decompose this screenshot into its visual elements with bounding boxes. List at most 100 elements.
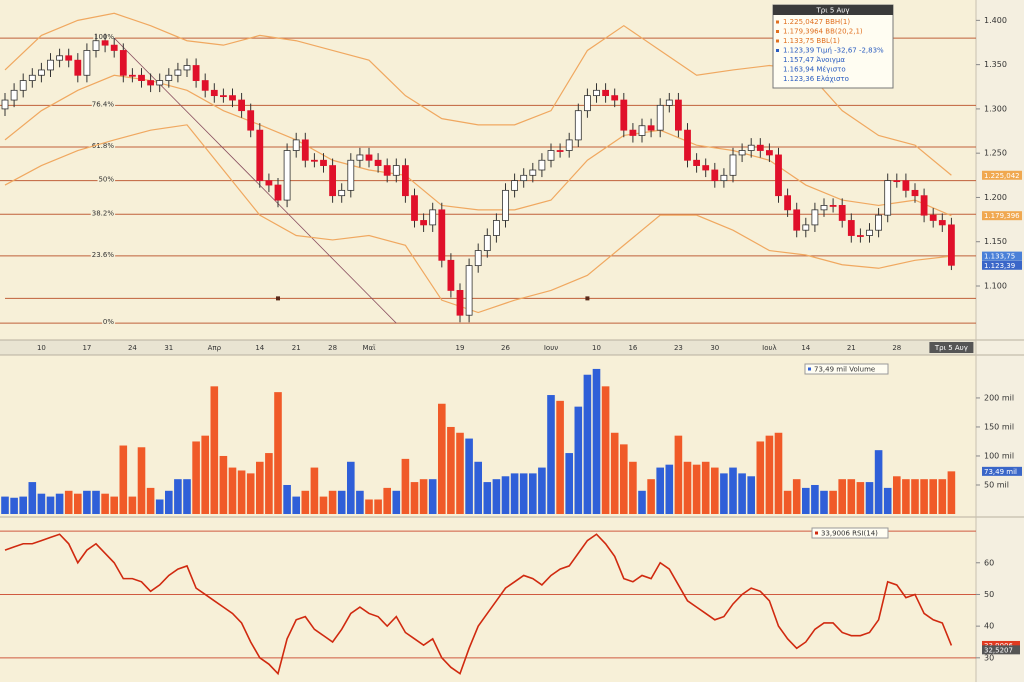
volume-bar [365,499,373,514]
candle-body [584,95,591,112]
candle-body [92,40,100,51]
legend-text: 73,49 mil Volume [814,366,875,374]
volume-bar [583,374,592,514]
candle-body [338,189,346,197]
candle-body [192,65,200,81]
y-tick-label: 1.350 [984,60,1007,69]
candle-body [492,220,500,236]
volume-bar [601,386,610,514]
x-tick-label: 28 [328,344,337,352]
candle-body [10,89,18,101]
x-tick-label: 23 [674,344,683,352]
candle-body [74,59,82,76]
volume-bar [920,479,928,514]
x-tick-label: 26 [501,344,510,352]
volume-bar [647,479,655,514]
volume-bar [456,432,464,514]
volume-bar [392,490,401,514]
candle-body [502,189,509,221]
candle-body [28,74,36,81]
volume-bar [328,490,337,514]
candle-body [1,99,9,110]
volume-bar [438,403,446,514]
volume-bar [428,479,437,514]
x-tick-label: 14 [801,344,810,352]
candle-body [420,220,428,226]
candle-body [811,209,819,226]
volume-bar [674,435,683,514]
y-tick-label: 50 mil [984,480,1009,489]
x-tick-label: Απρ [208,344,222,352]
candle-body [347,159,355,191]
volume-bar [19,496,27,514]
candle-body [756,144,764,151]
fib-label: 100% [94,33,114,41]
volume-bar [337,490,346,514]
value-tag [982,170,1022,180]
legend-text: 1.179,3964 BB(20,2,1) [783,28,863,36]
candle-body [265,180,273,186]
volume-bar [301,490,310,514]
value-tag-label: 1.123,39 [984,262,1015,270]
rsi-line [4,533,953,676]
volume-bar [683,461,692,514]
volume-bar [847,479,856,514]
volume-bar [947,471,956,514]
candle-body [747,144,755,151]
candle-body [174,69,182,76]
volume-bar [529,473,537,514]
volume-bar [656,467,664,514]
legend-text: 1.163,94 Μέγιστο [783,66,846,74]
candle-body [893,180,901,183]
volume-bar [265,453,273,514]
legend-box [811,527,889,539]
y-tick-label: 40 [984,622,994,631]
candle-body [875,214,882,231]
volume-bar [274,392,282,514]
candle-body [183,65,191,71]
y-tick-label: 1.300 [984,104,1007,113]
x-tick-label: 17 [82,344,91,352]
candle-body [374,159,382,166]
candle-body [383,165,391,176]
volume-bar [292,496,300,514]
volume-bar [347,461,355,514]
candle-body [902,180,910,191]
right-axis-area [976,0,1024,682]
x-tick-label: 21 [292,344,301,352]
volume-bar [1,496,9,514]
candle-body [802,224,810,231]
volume-bar [729,467,737,514]
y-tick-label: 1.200 [984,193,1007,202]
x-tick-label: 31 [164,344,173,352]
fib-label: 0% [103,318,114,326]
volume-bar [92,490,100,514]
y-tick-label: 200 mil [984,393,1014,402]
volume-bar [574,406,583,514]
volume-bar [638,490,646,514]
candle-body [766,150,773,156]
candle-body [38,69,45,76]
volume-bar [756,441,765,514]
volume-bar [246,473,255,514]
legend-text: 33,9006 RSI(14) [821,530,878,538]
candle-body [429,209,437,226]
candle-body [529,169,537,176]
candle-body [784,195,791,211]
legend-swatch [776,39,779,43]
legend-swatch [776,30,779,33]
volume-bar [356,490,364,514]
volume-bar [183,479,191,514]
legend-title: Τρι 5 Αυγ [816,7,850,15]
legend-text: 1.157,47 Άνοιγμα [783,56,845,64]
volume-bar [383,487,391,514]
candle-body [283,150,291,201]
volume-bar [319,496,328,514]
candle-body [793,209,801,231]
volume-bar [46,496,55,514]
candle-body [401,165,409,197]
candle-body [565,139,573,151]
legend-header [773,5,893,15]
candle-body [720,174,728,182]
volume-bar [474,461,482,514]
